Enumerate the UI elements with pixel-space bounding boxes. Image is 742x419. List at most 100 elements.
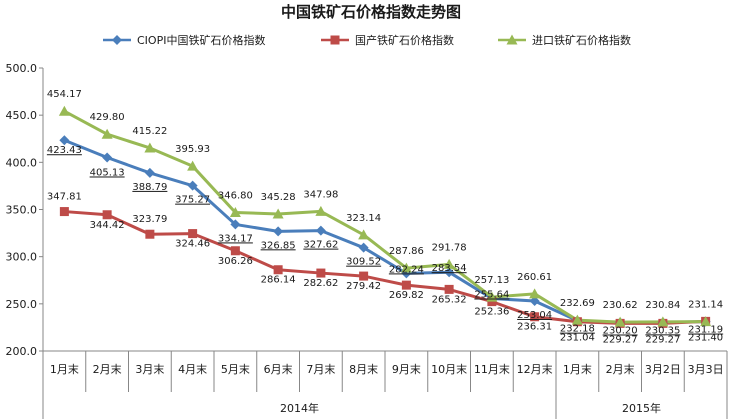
data-label: 269.82 bbox=[389, 290, 424, 301]
data-point bbox=[58, 105, 70, 116]
data-label: 236.31 bbox=[517, 322, 552, 333]
data-label: 326.85 bbox=[261, 240, 296, 251]
data-label: 231.14 bbox=[688, 300, 723, 311]
data-label: 375.27 bbox=[175, 195, 210, 206]
data-point bbox=[229, 207, 241, 218]
legend-marker bbox=[330, 35, 340, 45]
data-label: 388.79 bbox=[132, 182, 167, 193]
data-point bbox=[400, 262, 412, 273]
y-tick-label: 300.0 bbox=[6, 251, 38, 264]
data-label: 231.04 bbox=[560, 333, 595, 344]
year-label: 2015年 bbox=[622, 401, 661, 415]
year-label: 2014年 bbox=[280, 401, 319, 415]
data-label: 229.27 bbox=[603, 334, 638, 345]
data-label: 260.61 bbox=[517, 272, 552, 283]
data-point bbox=[144, 167, 155, 178]
data-point bbox=[230, 246, 240, 256]
y-tick-label: 450.0 bbox=[6, 109, 38, 122]
data-label: 309.52 bbox=[346, 257, 381, 268]
data-label: 230.84 bbox=[645, 300, 680, 311]
x-tick-label: 10月末 bbox=[431, 362, 467, 376]
data-point bbox=[530, 312, 540, 322]
legend-entry: CIOPI中国铁矿石价格指数 bbox=[137, 33, 265, 47]
data-label: 287.86 bbox=[389, 246, 424, 257]
data-point bbox=[102, 152, 113, 163]
data-label: 279.42 bbox=[346, 281, 381, 292]
x-tick-label: 12月末 bbox=[517, 362, 553, 376]
data-point bbox=[657, 316, 669, 327]
data-label: 347.81 bbox=[47, 192, 82, 203]
legend-entry: 国产铁矿石价格指数 bbox=[355, 33, 454, 47]
x-tick-label: 2月末 bbox=[93, 362, 122, 376]
x-tick-label: 3月2日 bbox=[645, 363, 681, 376]
y-tick-label: 350.0 bbox=[6, 204, 38, 217]
legend: CIOPI中国铁矿石价格指数 国产铁矿石价格指数 进口铁矿石价格指数 bbox=[103, 33, 631, 47]
x-tick-label: 7月末 bbox=[306, 362, 335, 376]
legend-marker bbox=[112, 35, 122, 45]
data-point bbox=[443, 258, 455, 269]
x-tick-label: 8月末 bbox=[349, 362, 378, 376]
data-point bbox=[529, 295, 540, 306]
data-label: 346.80 bbox=[218, 191, 253, 202]
data-point bbox=[187, 160, 199, 171]
data-point bbox=[444, 267, 455, 278]
data-label: 286.14 bbox=[261, 275, 296, 286]
series-markers bbox=[58, 105, 712, 328]
data-point bbox=[444, 284, 454, 294]
data-label: 405.13 bbox=[90, 167, 125, 178]
data-point bbox=[401, 280, 411, 290]
data-point bbox=[316, 268, 326, 278]
data-point bbox=[59, 207, 69, 217]
data-label: 255.64 bbox=[474, 290, 509, 301]
data-label: 347.98 bbox=[303, 189, 338, 200]
data-label: 324.46 bbox=[175, 239, 210, 250]
data-label: 334.17 bbox=[218, 233, 253, 244]
x-tick-label: 3月末 bbox=[135, 362, 164, 376]
data-label: 283.54 bbox=[432, 263, 467, 274]
data-label: 415.22 bbox=[132, 126, 167, 137]
x-tick-label: 11月末 bbox=[474, 362, 510, 376]
data-label: 229.27 bbox=[645, 334, 680, 345]
data-label: 253.04 bbox=[517, 310, 552, 321]
data-label: 232.69 bbox=[560, 298, 595, 309]
data-point bbox=[571, 314, 583, 325]
data-point bbox=[187, 180, 198, 191]
y-tick-label: 250.0 bbox=[6, 298, 38, 311]
data-point bbox=[230, 219, 241, 230]
data-label: 306.26 bbox=[218, 256, 253, 267]
series-line bbox=[63, 109, 706, 324]
data-point bbox=[144, 142, 156, 153]
data-point bbox=[59, 135, 70, 146]
data-point bbox=[273, 226, 284, 237]
x-tick-label: 2月末 bbox=[606, 362, 635, 376]
data-point bbox=[358, 242, 369, 253]
data-label: 232.18 bbox=[560, 324, 595, 335]
data-point bbox=[359, 271, 369, 281]
data-point bbox=[614, 316, 626, 327]
chart-title: 中国铁矿石价格指数走势图 bbox=[281, 3, 461, 21]
data-label: 230.35 bbox=[645, 325, 680, 336]
data-point bbox=[315, 225, 326, 236]
data-label: 454.17 bbox=[47, 89, 82, 100]
data-label: 323.14 bbox=[346, 213, 381, 224]
data-label: 231.40 bbox=[688, 332, 723, 343]
data-point bbox=[145, 229, 155, 239]
data-label: 395.93 bbox=[175, 144, 210, 155]
data-label: 429.80 bbox=[90, 112, 125, 123]
y-tick-label: 500.0 bbox=[6, 62, 38, 75]
data-point bbox=[358, 229, 370, 240]
x-tick-label: 3月3日 bbox=[688, 363, 724, 376]
data-point bbox=[529, 288, 541, 299]
data-label: 230.20 bbox=[603, 326, 638, 337]
data-label: 344.42 bbox=[90, 220, 125, 231]
data-label: 230.62 bbox=[603, 300, 638, 311]
data-point bbox=[188, 229, 198, 239]
data-point bbox=[486, 291, 498, 302]
data-label: 282.24 bbox=[389, 264, 424, 275]
y-tick-label: 400.0 bbox=[6, 156, 38, 169]
data-label: 252.36 bbox=[474, 307, 509, 318]
data-point bbox=[315, 205, 327, 216]
data-label: 323.79 bbox=[132, 214, 167, 225]
data-point bbox=[700, 316, 712, 327]
data-label: 231.19 bbox=[688, 325, 723, 336]
